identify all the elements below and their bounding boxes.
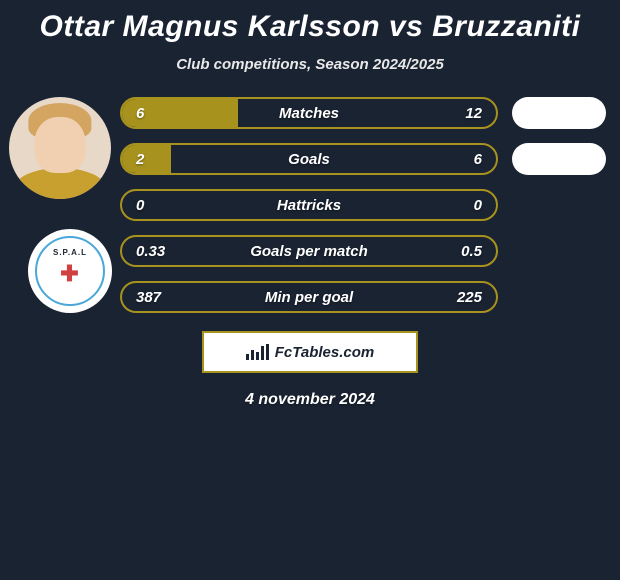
left-column: S.P.A.L ✚ — [0, 97, 120, 313]
stat-label: Hattricks — [277, 197, 341, 214]
subtitle: Club competitions, Season 2024/2025 — [0, 56, 620, 73]
stat-value-left: 6 — [136, 105, 144, 122]
footer-brand-box: FcTables.com — [202, 331, 418, 373]
pill-spacer — [512, 189, 606, 221]
stat-label: Goals — [288, 151, 330, 168]
main-content: S.P.A.L ✚ 6 Matches 12 2 Goals 6 0 Hattricks 0 0.… — [0, 97, 620, 313]
club-badge: S.P.A.L ✚ — [28, 229, 112, 313]
stat-value-left: 0.33 — [136, 243, 165, 260]
stat-row: 0 Hattricks 0 — [120, 189, 498, 221]
stat-value-left: 387 — [136, 289, 161, 306]
bar-chart-icon — [246, 344, 269, 360]
club-cross-icon: ✚ — [60, 261, 79, 287]
stat-value-left: 0 — [136, 197, 144, 214]
comparison-card: Ottar Magnus Karlsson vs Bruzzaniti Club… — [0, 0, 620, 409]
stat-bar-left — [122, 145, 171, 173]
stat-label: Goals per match — [250, 243, 368, 260]
blank-pill — [512, 97, 606, 129]
stat-row: 0.33 Goals per match 0.5 — [120, 235, 498, 267]
player-avatar — [9, 97, 111, 199]
stat-value-right: 0 — [474, 197, 482, 214]
stat-value-right: 0.5 — [461, 243, 482, 260]
stat-row: 6 Matches 12 — [120, 97, 498, 129]
page-title: Ottar Magnus Karlsson vs Bruzzaniti — [0, 10, 620, 44]
stat-value-right: 6 — [474, 151, 482, 168]
stat-value-left: 2 — [136, 151, 144, 168]
right-pills — [508, 97, 620, 313]
pill-spacer — [512, 281, 606, 313]
date-text: 4 november 2024 — [0, 391, 620, 409]
stat-row: 2 Goals 6 — [120, 143, 498, 175]
pill-spacer — [512, 235, 606, 267]
stat-value-right: 225 — [457, 289, 482, 306]
stat-label: Matches — [279, 105, 339, 122]
footer-brand-text: FcTables.com — [275, 344, 374, 361]
stats-bars: 6 Matches 12 2 Goals 6 0 Hattricks 0 0.33 Goals pe… — [120, 97, 508, 313]
stat-row: 387 Min per goal 225 — [120, 281, 498, 313]
blank-pill — [512, 143, 606, 175]
stat-label: Min per goal — [265, 289, 353, 306]
stat-value-right: 12 — [465, 105, 482, 122]
club-badge-text: S.P.A.L — [53, 248, 87, 257]
